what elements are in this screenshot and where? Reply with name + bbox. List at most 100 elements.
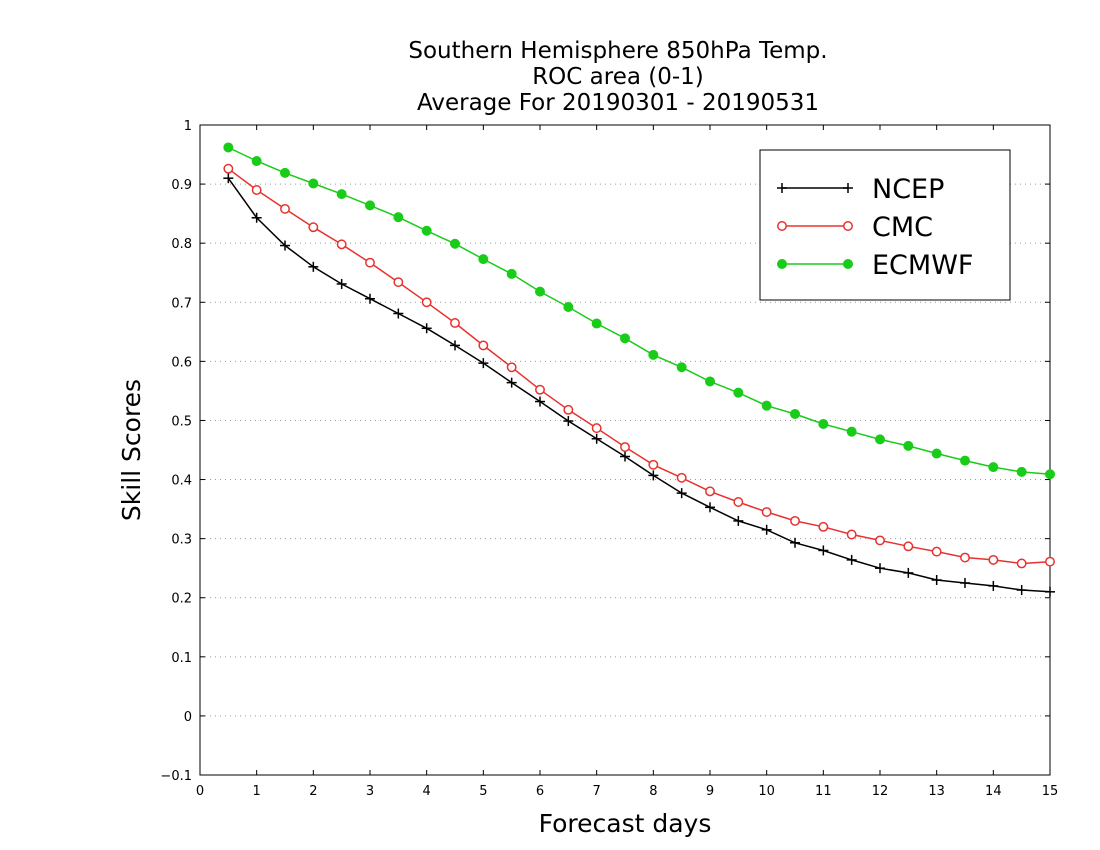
data-point (1016, 558, 1027, 569)
data-point (1045, 586, 1055, 597)
data-point (875, 434, 885, 445)
data-point (223, 142, 234, 153)
data-point (733, 387, 744, 398)
plot-frame (199, 124, 1051, 776)
x-tick-label: 12 (872, 784, 889, 799)
data-point (506, 377, 517, 388)
data-point (988, 580, 999, 591)
data-point (506, 268, 517, 279)
data-point (903, 567, 914, 578)
data-point (931, 575, 942, 585)
x-tick-label: 14 (985, 784, 1002, 799)
series-cmc (223, 163, 1055, 569)
data-point (777, 183, 787, 193)
data-point (903, 541, 914, 552)
data-point (705, 486, 715, 497)
data-point (676, 472, 687, 483)
data-point (761, 400, 772, 411)
data-point (648, 459, 659, 470)
data-point (931, 546, 942, 557)
data-point (875, 535, 885, 546)
x-tick-label: 4 (423, 784, 431, 799)
data-point (931, 448, 942, 459)
title-line-1: Southern Hemisphere 850hPa Temp. (408, 38, 827, 64)
data-point (790, 408, 800, 419)
data-point (1045, 556, 1055, 567)
data-point (620, 451, 630, 462)
x-tick-label: 2 (309, 784, 317, 799)
data-point (591, 433, 602, 444)
legend-item-ncep: NCEP (777, 174, 944, 205)
chart-title: Southern Hemisphere 850hPa Temp. ROC are… (408, 38, 827, 116)
y-tick-label: −0.1 (160, 769, 192, 784)
data-point (421, 323, 432, 334)
y-tick-label: 0.8 (171, 237, 192, 252)
data-point (818, 521, 829, 532)
series-line (227, 177, 1051, 593)
data-point (843, 183, 853, 193)
data-point (421, 297, 432, 308)
data-point (251, 212, 262, 223)
data-point (535, 384, 545, 395)
data-point (960, 577, 970, 588)
data-point (421, 225, 432, 236)
data-point (280, 240, 290, 251)
data-point (648, 470, 659, 481)
data-point (676, 488, 687, 499)
data-point (1016, 466, 1027, 477)
axis-ticks: −0.100.10.20.30.40.50.60.70.80.910 1 2 3 4 5 6… (160, 119, 1058, 799)
data-point (620, 333, 630, 344)
data-point (960, 552, 970, 563)
data-point (535, 396, 545, 407)
title-line-3: Average For 20190301 - 20190531 (417, 90, 819, 116)
y-tick-label: 0.5 (171, 414, 192, 429)
data-point (223, 173, 234, 184)
y-tick-label: 0.7 (171, 296, 192, 311)
data-point (450, 340, 460, 351)
legend-label: NCEP (872, 174, 944, 205)
data-point (280, 203, 290, 214)
x-tick-label: 13 (928, 784, 945, 799)
data-point (1016, 585, 1027, 596)
data-point (535, 286, 545, 297)
data-point (280, 167, 290, 178)
x-tick-label: 9 (706, 784, 714, 799)
y-tick-label: 0 (184, 710, 192, 725)
legend-label: CMC (872, 212, 933, 243)
x-tick-label: 8 (649, 784, 657, 799)
data-point (506, 362, 517, 373)
gridlines (200, 183, 1050, 717)
data-point (591, 423, 602, 434)
data-point (478, 254, 489, 265)
data-point (563, 302, 574, 312)
data-point (790, 537, 800, 548)
data-point (705, 376, 715, 387)
data-point (790, 515, 800, 526)
legend-label: ECMWF (872, 250, 973, 281)
data-point (761, 507, 772, 517)
x-tick-label: 11 (815, 784, 832, 799)
data-point (478, 358, 489, 369)
data-point (846, 529, 857, 540)
data-point (705, 502, 715, 513)
data-point (365, 293, 375, 304)
data-point (988, 554, 999, 565)
data-point (777, 259, 787, 269)
y-tick-label: 0.2 (171, 592, 192, 607)
x-tick-label: 5 (479, 784, 487, 799)
data-point (450, 238, 460, 249)
series-ncep (223, 173, 1055, 597)
data-point (818, 419, 829, 429)
data-point (846, 554, 857, 565)
data-point (563, 404, 574, 415)
title-line-2: ROC area (0-1) (532, 64, 704, 90)
data-series (223, 142, 1055, 597)
data-point (336, 189, 347, 200)
x-tick-label: 3 (366, 784, 374, 799)
data-point (733, 515, 744, 526)
data-point (336, 278, 347, 289)
x-tick-label: 10 (758, 784, 775, 799)
data-point (365, 200, 375, 211)
data-point (393, 212, 404, 223)
data-point (365, 257, 375, 268)
